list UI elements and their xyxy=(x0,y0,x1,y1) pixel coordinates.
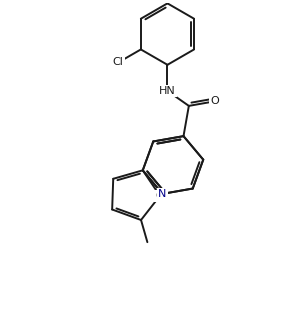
Text: Cl: Cl xyxy=(113,57,124,68)
Text: HN: HN xyxy=(159,86,176,96)
Text: O: O xyxy=(156,191,164,201)
Text: N: N xyxy=(158,189,167,199)
Text: O: O xyxy=(210,96,219,106)
